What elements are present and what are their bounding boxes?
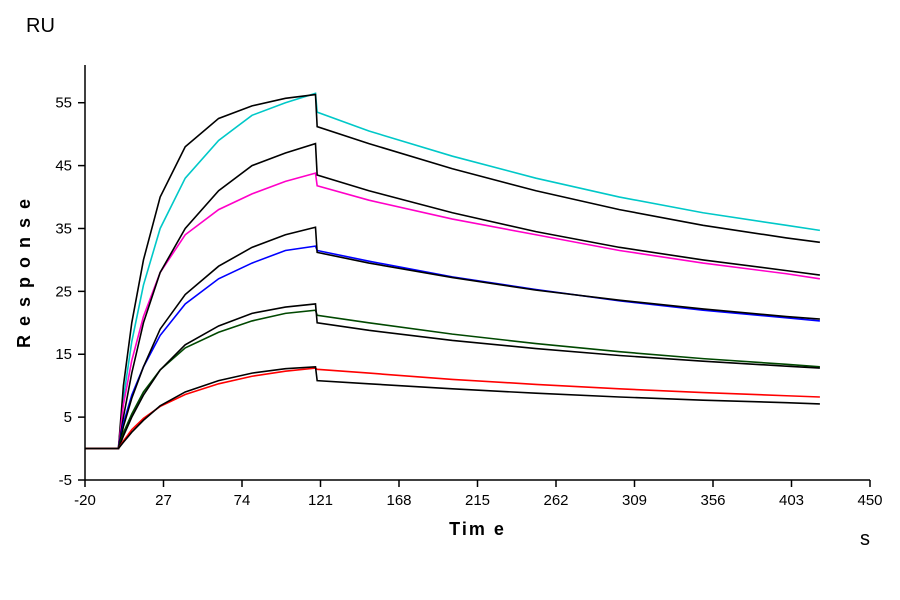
x-tick-label: 356 [700, 492, 725, 509]
x-tick-label: 74 [234, 492, 251, 509]
x-tick-label: 215 [465, 492, 490, 509]
x-tick-label: 403 [779, 492, 804, 509]
unit-label-bottom-right: s [860, 528, 870, 550]
x-tick-label: 168 [386, 492, 411, 509]
x-tick-label: 309 [622, 492, 647, 509]
y-tick-label: 35 [55, 220, 72, 237]
chart-container: -20 27 74 121 168 215 262 309 356 403 450 -5 5 15 25 35… [0, 0, 900, 600]
x-tick-label: 121 [308, 492, 333, 509]
x-tick-label: -20 [74, 492, 96, 509]
x-tick-label: 27 [155, 492, 172, 509]
y-axis-title: R e s p o n s e [14, 197, 34, 348]
y-tick-label: 25 [55, 283, 72, 300]
x-axis-title: Tim e [449, 519, 506, 539]
x-tick-label: 262 [543, 492, 568, 509]
y-tick-label: 5 [64, 409, 72, 426]
sensorgram-chart: -20 27 74 121 168 215 262 309 356 403 450 -5 5 15 25 35… [0, 0, 900, 600]
y-tick-label: 15 [55, 346, 72, 363]
x-tick-label: 450 [857, 492, 882, 509]
y-tick-label: -5 [59, 472, 72, 489]
y-tick-label: 55 [55, 95, 72, 112]
unit-label-top: RU [26, 15, 55, 37]
y-tick-label: 45 [55, 158, 72, 175]
